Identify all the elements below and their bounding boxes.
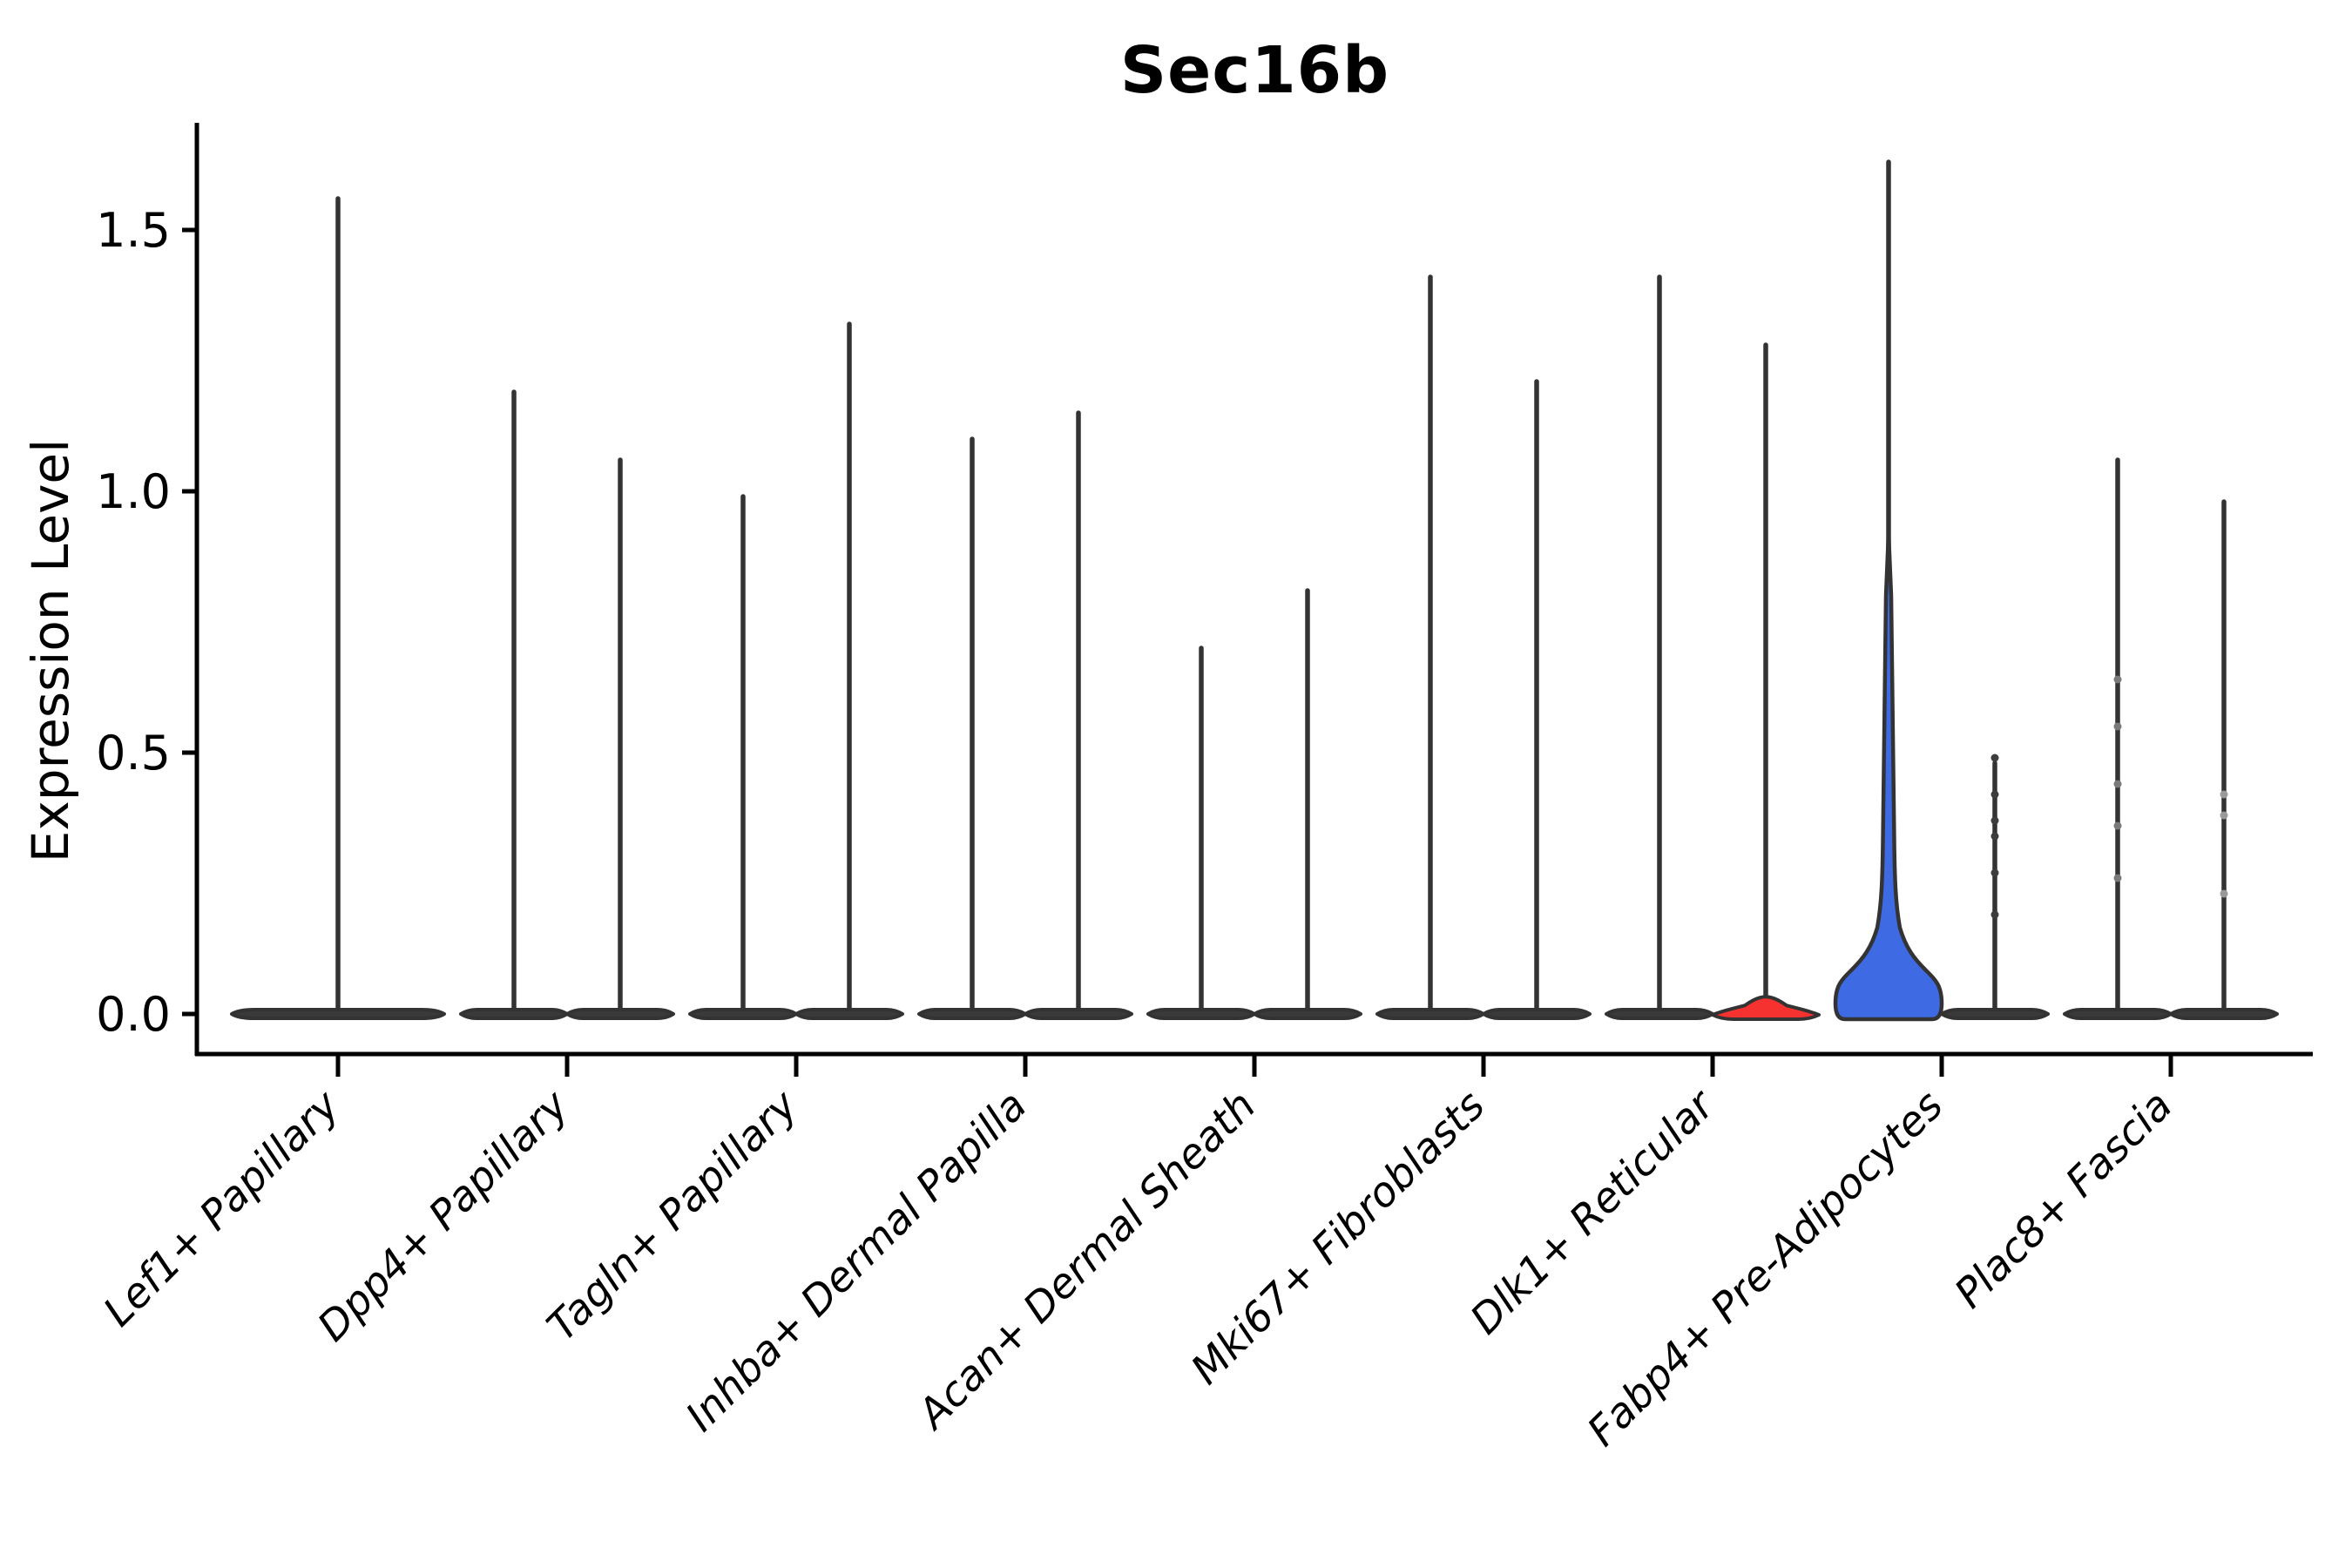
violin-lef1-papillary-center-body	[230, 1008, 446, 1020]
x-tick-label: Dlk1+ Reticular	[1462, 1080, 1726, 1344]
violin-plac8-fascia-left-point	[2113, 821, 2122, 830]
violin-tagln-papillary-right-body	[794, 1008, 904, 1020]
violin-fabp4-pre-adipocytes-left-body	[1833, 531, 1944, 1022]
violin-fabp4-pre-adipocytes-right-point	[1990, 816, 1999, 825]
violin-fabp4-pre-adipocytes-right-point	[1990, 868, 1999, 877]
y-tick-label: 0.5	[96, 726, 171, 781]
violin-inhba-dermal-papilla-left-body	[917, 1008, 1027, 1020]
violin-plac8-fascia-right-point	[2220, 790, 2228, 799]
violin-plac8-fascia-left-point	[2113, 780, 2122, 788]
violin-plac8-fascia-right-point	[2220, 811, 2228, 820]
violin-dlk1-reticular-right-body	[1711, 995, 1821, 1021]
violin-plac8-fascia-left-point	[2113, 722, 2122, 731]
violin-plac8-fascia-right-point	[2220, 889, 2228, 898]
y-tick-label: 1.0	[96, 464, 171, 519]
violin-acan-dermal-sheath-left-body	[1146, 1008, 1256, 1020]
violin-fabp4-pre-adipocytes-right-point	[1990, 832, 1999, 841]
violin-tagln-papillary-left-body	[688, 1008, 798, 1020]
violin-fabp4-pre-adipocytes-right-body	[1940, 1008, 2050, 1020]
violin-dpp4-papillary-left-body	[459, 1008, 569, 1020]
x-tick-label: Lef1+ Papillary	[94, 1081, 349, 1336]
violin-plac8-fascia-left-point	[2113, 675, 2122, 684]
y-tick-label: 1.5	[96, 203, 171, 258]
violin-dlk1-reticular-left-body	[1605, 1008, 1714, 1020]
violin-mki67-fibroblasts-right-body	[1482, 1008, 1592, 1020]
x-tick-label: Dpp4+ Papillary	[308, 1081, 578, 1351]
y-tick-label: 0.0	[96, 987, 171, 1042]
violin-inhba-dermal-papilla-right-body	[1024, 1008, 1133, 1020]
chart-title: Sec16b	[1119, 33, 1390, 108]
violin-fabp4-pre-adipocytes-right-point	[1990, 790, 1999, 799]
violin-plac8-fascia-right-body	[2169, 1008, 2279, 1020]
violin-fabp4-pre-adipocytes-right-point	[1990, 754, 1999, 762]
violin-fabp4-pre-adipocytes-right-point	[1990, 910, 1999, 919]
violin-acan-dermal-sheath-right-body	[1253, 1008, 1362, 1020]
violin-mki67-fibroblasts-left-body	[1375, 1008, 1485, 1020]
violin-plac8-fascia-left-point	[2113, 874, 2122, 882]
violin-dpp4-papillary-right-body	[565, 1008, 675, 1020]
violin-plac8-fascia-left-body	[2063, 1008, 2173, 1020]
x-tick-label: Tagln+ Papillary	[538, 1081, 808, 1351]
x-tick-label: Plac8+ Fascia	[1945, 1082, 2181, 1318]
